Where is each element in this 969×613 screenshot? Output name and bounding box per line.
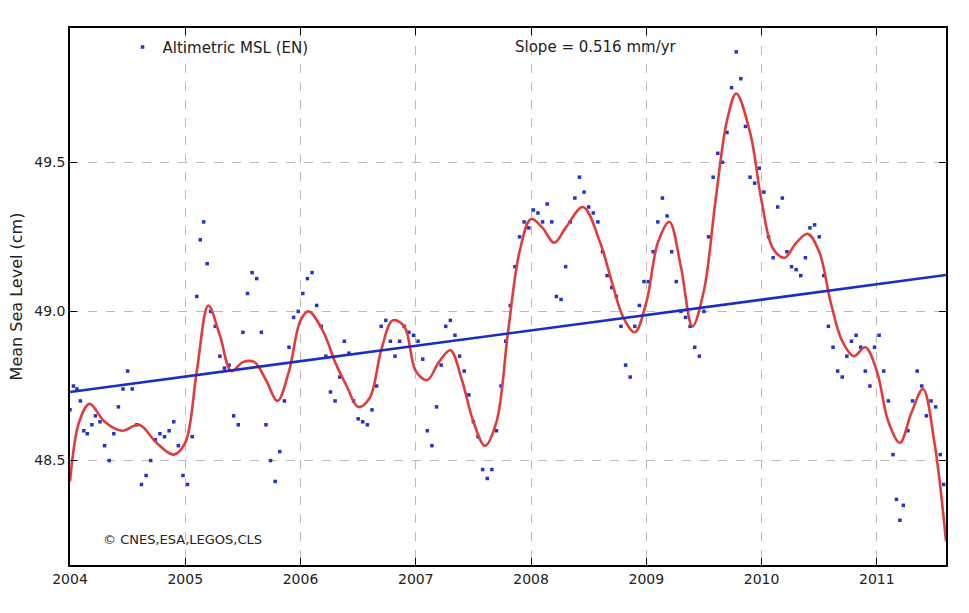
svg-text:Mean Sea Level (cm): Mean Sea Level (cm) [7, 213, 26, 381]
svg-text:2010: 2010 [744, 571, 780, 587]
svg-text:2009: 2009 [628, 571, 664, 587]
svg-text:49.5: 49.5 [34, 154, 65, 170]
svg-text:2008: 2008 [513, 571, 549, 587]
svg-text:Altimetric MSL (EN): Altimetric MSL (EN) [163, 39, 309, 57]
svg-text:2005: 2005 [167, 571, 203, 587]
svg-text:© CNES,ESA,LEGOS,CLS: © CNES,ESA,LEGOS,CLS [103, 532, 262, 547]
svg-text:Slope = 0.516 mm/yr: Slope = 0.516 mm/yr [515, 38, 677, 56]
svg-text:2011: 2011 [859, 571, 895, 587]
svg-text:2007: 2007 [398, 571, 434, 587]
svg-text:48.5: 48.5 [34, 452, 65, 468]
svg-text:49.0: 49.0 [34, 303, 65, 319]
svg-text:2006: 2006 [283, 571, 319, 587]
svg-text:2004: 2004 [52, 571, 88, 587]
